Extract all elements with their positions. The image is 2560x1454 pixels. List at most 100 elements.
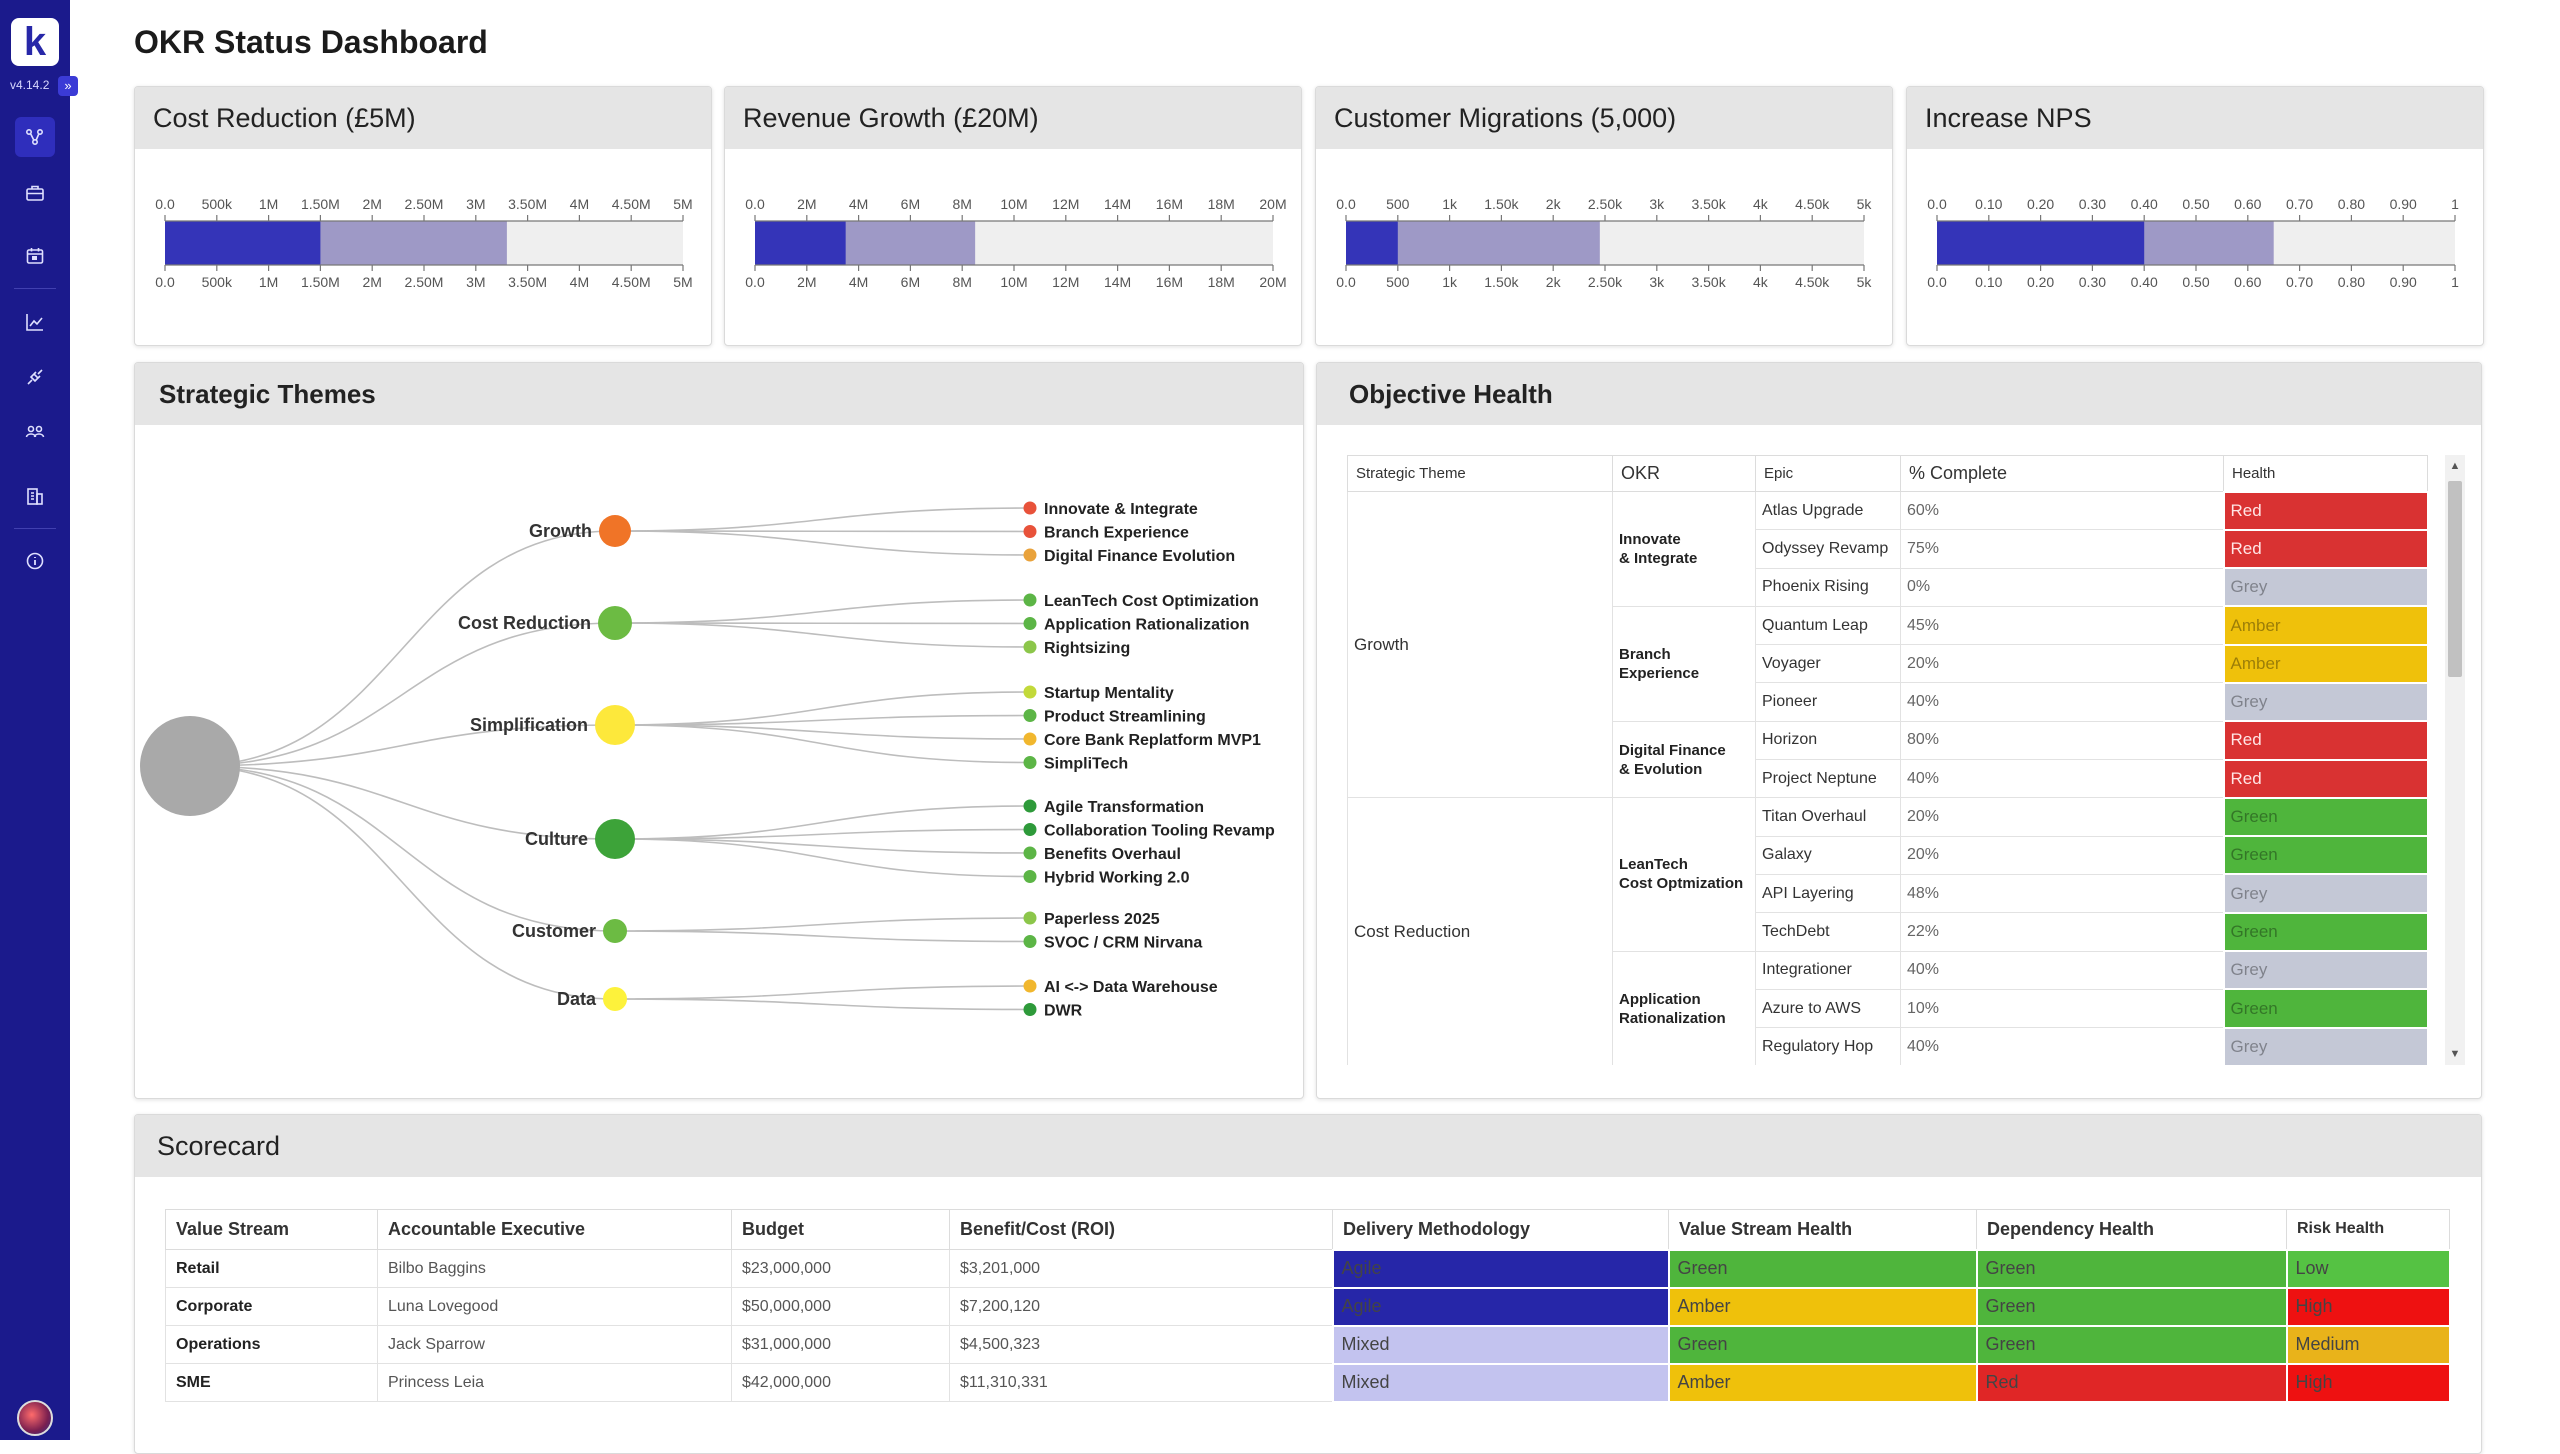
- table-row[interactable]: TechDebt 22% Green: [1348, 911, 2429, 953]
- table-row[interactable]: Odyssey Revamp 75% Red: [1348, 528, 2429, 570]
- nav-okr[interactable]: [15, 117, 55, 157]
- epic-label: Product Streamlining: [1044, 709, 1206, 726]
- tick-label-bottom: 0.30: [2079, 274, 2106, 290]
- cell-health-status: Grey: [2222, 567, 2429, 608]
- cell-percent-complete: 20%: [1900, 644, 2224, 684]
- table-row[interactable]: Regulatory Hop 40% Grey: [1348, 1026, 2429, 1065]
- epic-node[interactable]: [1023, 756, 1037, 769]
- cell-value-stream: Retail: [165, 1249, 378, 1288]
- user-avatar[interactable]: [17, 1400, 53, 1436]
- logo[interactable]: k: [11, 18, 59, 66]
- epic-node[interactable]: [1023, 911, 1037, 925]
- theme-node[interactable]: [603, 987, 627, 1011]
- nav-calendar[interactable]: [15, 236, 55, 276]
- cell-accountable-executive: Luna Lovegood: [377, 1287, 732, 1326]
- table-row[interactable]: Corporate Luna Lovegood $50,000,000 $7,200,…: [165, 1286, 2451, 1327]
- scroll-down-arrow-icon[interactable]: ▼: [2449, 1048, 2461, 1060]
- tick-label-top: 1: [2451, 196, 2459, 212]
- column-header[interactable]: Value Stream Health: [1668, 1209, 1977, 1250]
- column-header[interactable]: Strategic Theme: [1347, 455, 1613, 492]
- theme-label: Simplification: [470, 715, 588, 735]
- table-row[interactable]: Digital Finance & Evolution Horizon 80% Red: [1348, 720, 2429, 799]
- column-header[interactable]: % Complete: [1900, 455, 2224, 492]
- epic-node[interactable]: [1023, 799, 1037, 813]
- table-row[interactable]: Application Rationalization Integrationer…: [1348, 950, 2429, 1065]
- expand-sidebar-button[interactable]: »: [58, 76, 78, 96]
- cell-risk-health: Low: [2285, 1248, 2451, 1289]
- nav-reports[interactable]: [15, 302, 55, 342]
- epic-node[interactable]: [1023, 979, 1037, 993]
- tick-label-bottom: 3.50k: [1691, 274, 1726, 290]
- epic-node[interactable]: [1023, 501, 1037, 515]
- column-header[interactable]: Epic: [1755, 455, 1901, 492]
- column-header[interactable]: OKR: [1612, 455, 1756, 492]
- nav-info[interactable]: [15, 541, 55, 581]
- tick-label-top: 0.20: [2027, 196, 2054, 212]
- nav-organisation[interactable]: [15, 476, 55, 516]
- table-row[interactable]: API Layering 48% Grey: [1348, 873, 2429, 914]
- epic-node[interactable]: [1023, 823, 1037, 836]
- cell-health-status: Green: [2222, 796, 2429, 838]
- tick-label-bottom: 2k: [1546, 274, 1562, 290]
- epic-label: SVOC / CRM Nirvana: [1044, 935, 1202, 952]
- theme-node[interactable]: [603, 919, 627, 943]
- nav-teams[interactable]: [15, 412, 55, 452]
- epic-node[interactable]: [1023, 525, 1037, 538]
- epic-node[interactable]: [1023, 548, 1037, 562]
- epic-node[interactable]: [1023, 870, 1037, 883]
- epic-node[interactable]: [1023, 640, 1037, 654]
- table-row[interactable]: Operations Jack Sparrow $31,000,000 $4,500,…: [165, 1324, 2451, 1365]
- theme-label: Customer: [512, 921, 596, 941]
- tick-label-bottom: 500k: [202, 274, 233, 290]
- tick-label-bottom: 1k: [1442, 274, 1458, 290]
- epic-node[interactable]: [1023, 709, 1037, 722]
- nav-divider: [14, 288, 56, 289]
- table-row[interactable]: Azure to AWS 10% Green: [1348, 988, 2429, 1029]
- table-row[interactable]: Retail Bilbo Baggins $23,000,000 $3,201,000…: [165, 1248, 2451, 1289]
- tick-label-top: 1.50M: [301, 196, 340, 212]
- table-row[interactable]: Phoenix Rising 0% Grey: [1348, 567, 2429, 608]
- column-header[interactable]: Dependency Health: [1976, 1209, 2287, 1250]
- epic-node[interactable]: [1023, 846, 1037, 860]
- table-row[interactable]: Growth Innovate & Integrate Atlas Upgrade 6…: [1347, 490, 2429, 799]
- column-header[interactable]: Health: [2223, 455, 2428, 492]
- table-row[interactable]: Cost Reduction LeanTech Cost Optmization T…: [1347, 796, 2429, 1065]
- scroll-up-arrow-icon[interactable]: ▲: [2449, 460, 2461, 472]
- table-row[interactable]: Pioneer 40% Grey: [1348, 681, 2429, 723]
- tick-label-bottom: 0.50: [2182, 274, 2209, 290]
- cell-epic: Voyager: [1755, 644, 1901, 684]
- epic-label: Innovate & Integrate: [1044, 501, 1198, 518]
- tick-label-bottom: 4.50k: [1795, 274, 1830, 290]
- table-row[interactable]: Galaxy 20% Green: [1348, 835, 2429, 876]
- column-header[interactable]: Accountable Executive: [377, 1209, 732, 1250]
- epic-node[interactable]: [1023, 935, 1037, 948]
- column-header[interactable]: Benefit/Cost (ROI): [949, 1209, 1333, 1250]
- kpi-bullet-chart: 0.0 0.0 0.10 0.10 0.20 0.20 0.30 0.30 0.40 0.40 0.…: [1927, 196, 2459, 290]
- theme-node[interactable]: [595, 819, 635, 859]
- column-header[interactable]: Budget: [731, 1209, 950, 1250]
- table-row[interactable]: SME Princess Leia $42,000,000 $11,310,331 Mi…: [165, 1362, 2451, 1403]
- nav-integrations[interactable]: [15, 357, 55, 397]
- column-header[interactable]: Value Stream: [165, 1209, 378, 1250]
- tick-label-bottom: 2.50M: [405, 274, 444, 290]
- kpi-bullet-chart: 0.0 0.0 500k 500k 1M 1M 1.50M 1.50M 2M 2M 2.50M 2.5…: [155, 196, 692, 290]
- table-row[interactable]: Project Neptune 40% Red: [1348, 758, 2429, 799]
- nav-portfolio[interactable]: [15, 173, 55, 213]
- epic-label: Hybrid Working 2.0: [1044, 870, 1190, 887]
- tick-label-bottom: 0.90: [2390, 274, 2417, 290]
- cell-strategic-theme: Growth: [1347, 490, 1613, 799]
- theme-node[interactable]: [595, 705, 635, 745]
- epic-node[interactable]: [1023, 617, 1037, 630]
- scroll-thumb[interactable]: [2448, 481, 2462, 677]
- vertical-scrollbar[interactable]: ▲ ▼: [2445, 455, 2465, 1065]
- cell-accountable-executive: Bilbo Baggins: [377, 1249, 732, 1288]
- epic-node[interactable]: [1023, 732, 1037, 746]
- epic-node[interactable]: [1023, 685, 1037, 699]
- theme-node[interactable]: [598, 606, 632, 640]
- column-header[interactable]: Delivery Methodology: [1332, 1209, 1669, 1250]
- column-header[interactable]: Risk Health: [2286, 1209, 2450, 1250]
- epic-node[interactable]: [1023, 1003, 1037, 1016]
- objective-health-scroll-area[interactable]: Strategic Theme OKR Epic% Complete Health G…: [1347, 455, 2465, 1065]
- epic-node[interactable]: [1023, 593, 1037, 607]
- theme-node[interactable]: [599, 515, 631, 547]
